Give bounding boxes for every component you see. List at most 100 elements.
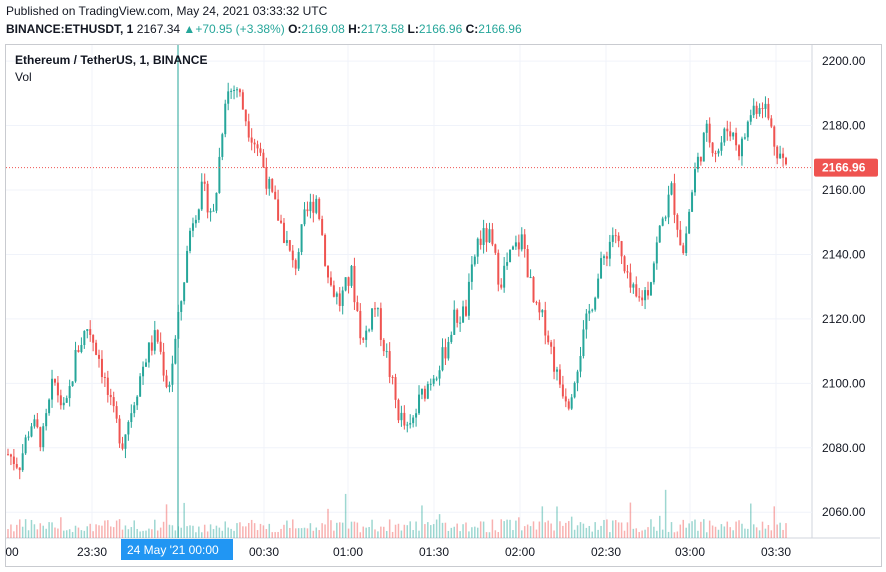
volume-bar	[415, 521, 417, 538]
volume-bar	[218, 527, 221, 538]
candle-body	[71, 381, 74, 387]
candle-body	[30, 426, 33, 437]
volume-bar	[156, 530, 159, 538]
volume-bar	[729, 527, 731, 538]
candle-body	[297, 252, 300, 269]
candle-body	[92, 334, 95, 343]
candle-body	[444, 347, 447, 359]
ohlc-header: BINANCE:ETHUSDT, 1 2167.34 ▲+70.95 (+3.3…	[6, 22, 522, 36]
candle-body	[186, 250, 189, 283]
volume-bar	[230, 528, 232, 538]
volume-bar	[247, 522, 250, 538]
volume-bar	[201, 532, 203, 538]
volume-bar	[374, 529, 376, 538]
volume-bar	[732, 530, 734, 538]
candle-body	[136, 396, 139, 406]
volume-bar	[679, 524, 682, 538]
volume-bar	[770, 530, 773, 538]
volume-bar	[453, 526, 455, 538]
candle-body	[350, 265, 353, 286]
volume-bar	[456, 523, 458, 538]
candle-body	[332, 285, 335, 297]
volume-bar	[124, 525, 127, 538]
volume-bar	[661, 529, 664, 538]
volume-bar	[758, 530, 761, 538]
volume-bar	[80, 530, 83, 538]
volume-bar	[365, 527, 367, 538]
candle-body	[171, 363, 174, 385]
candle-body	[509, 249, 512, 263]
volume-bar	[289, 527, 291, 538]
candle-body	[611, 235, 614, 242]
price-tick-label: 2120.00	[822, 312, 866, 326]
open-label: O:	[288, 22, 302, 36]
volume-bar	[195, 532, 197, 538]
volume-bar	[553, 530, 555, 538]
volume-bar	[368, 527, 370, 538]
volume-bar	[271, 532, 273, 538]
volume-bar	[468, 531, 470, 538]
candle-body	[256, 144, 259, 149]
volume-bar	[347, 528, 350, 538]
volume-bar	[21, 526, 24, 538]
volume-bar	[36, 529, 39, 538]
candle-body	[547, 335, 550, 343]
volume-bar	[579, 522, 582, 538]
candle-body	[189, 230, 192, 251]
candle-body	[315, 198, 318, 213]
volume-bar	[142, 530, 144, 538]
volume-bar	[444, 522, 447, 538]
candle-body	[365, 330, 368, 340]
candle-body	[103, 377, 106, 379]
volume-bar	[339, 522, 341, 538]
candle-body	[688, 211, 691, 234]
candle-body	[227, 91, 230, 104]
candle-body	[48, 399, 51, 414]
candle-body	[83, 330, 86, 346]
candle-body	[432, 378, 435, 384]
candle-body	[288, 240, 291, 251]
volume-bar	[623, 530, 626, 538]
candle-body	[485, 228, 488, 243]
candle-body	[696, 156, 699, 170]
volume-bar	[779, 522, 781, 538]
candle-body	[726, 128, 729, 132]
volume-bar	[503, 521, 505, 538]
chart-frame[interactable]	[5, 44, 882, 567]
volume-bar	[292, 519, 294, 538]
candle-body	[632, 284, 635, 288]
series-legend-title[interactable]: Ethereum / TetherUS, 1, BINANCE	[15, 53, 208, 67]
volume-bar	[333, 530, 335, 538]
candle-body	[121, 443, 124, 449]
volume-bar	[221, 530, 224, 538]
last-price-badge	[814, 158, 878, 177]
volume-bar	[110, 526, 112, 538]
volume-bar	[203, 524, 206, 538]
volume-bar	[318, 530, 320, 538]
volume-bar	[424, 524, 426, 538]
candle-body	[62, 402, 65, 406]
volume-bar	[253, 523, 256, 538]
volume-bar	[130, 527, 133, 538]
volume-legend[interactable]: Vol	[15, 70, 32, 84]
candle-body	[517, 242, 520, 250]
candle-body	[500, 284, 503, 288]
volume-bar	[315, 527, 318, 538]
candle-body	[682, 245, 685, 254]
candle-body	[39, 427, 42, 448]
candle-body	[506, 262, 509, 266]
volume-bar	[397, 523, 400, 538]
volume-bar	[133, 520, 135, 538]
candle-body	[285, 240, 288, 243]
candle-body	[588, 310, 591, 314]
candle-body	[629, 272, 632, 288]
candle-body	[532, 277, 535, 303]
volume-bar	[227, 527, 229, 538]
volume-bar	[115, 520, 118, 538]
volume-bar	[427, 522, 429, 538]
volume-bar	[327, 508, 329, 538]
candle-body	[420, 388, 423, 395]
candle-body	[450, 334, 453, 342]
volume-bar	[650, 519, 652, 538]
